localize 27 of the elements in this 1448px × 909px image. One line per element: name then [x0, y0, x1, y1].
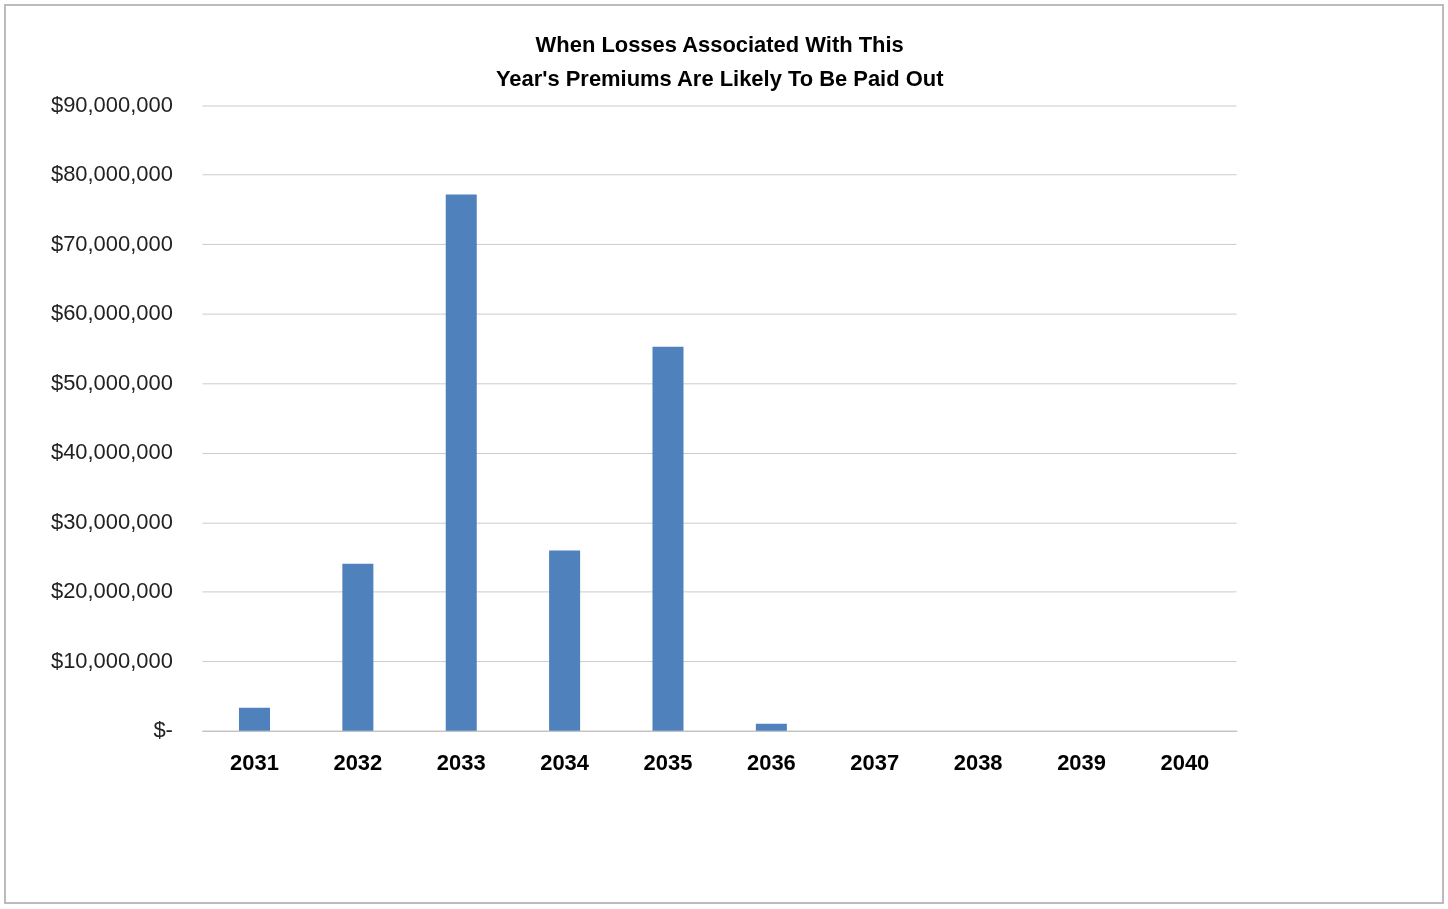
x-tick-label: 2035	[643, 750, 693, 776]
x-tick-label: 2038	[953, 750, 1003, 776]
x-tick-label: 2031	[230, 750, 279, 776]
y-tick-label: $30,000,000	[50, 508, 173, 534]
chart-title: When Losses Associated With This Year's Premiums Are Likely To Be Paid Out	[495, 31, 945, 91]
y-tick-label: $20,000,000	[50, 578, 173, 604]
bar	[342, 563, 374, 731]
x-tick-label: 2036	[746, 750, 796, 776]
y-tick-label: $-	[153, 717, 173, 743]
y-tick-label: $60,000,000	[50, 300, 173, 326]
y-tick-label: $10,000,000	[50, 647, 173, 673]
bar	[652, 346, 684, 731]
bar	[445, 194, 477, 731]
x-tick-label: 2032	[333, 750, 383, 776]
x-tick-label: 2034	[540, 750, 590, 776]
y-tick-label: $70,000,000	[50, 230, 173, 256]
y-tick-label: $40,000,000	[50, 439, 173, 465]
y-tick-label: $90,000,000	[50, 91, 173, 117]
bar	[549, 550, 581, 731]
x-tick-label: 2037	[850, 750, 900, 776]
bar	[238, 707, 270, 731]
x-tick-label: 2040	[1160, 750, 1210, 776]
x-tick-label: 2033	[436, 750, 486, 776]
x-tick-label: 2039	[1057, 750, 1106, 776]
y-tick-label: $50,000,000	[50, 369, 173, 395]
y-tick-label: $80,000,000	[50, 161, 173, 187]
bar	[755, 723, 787, 731]
